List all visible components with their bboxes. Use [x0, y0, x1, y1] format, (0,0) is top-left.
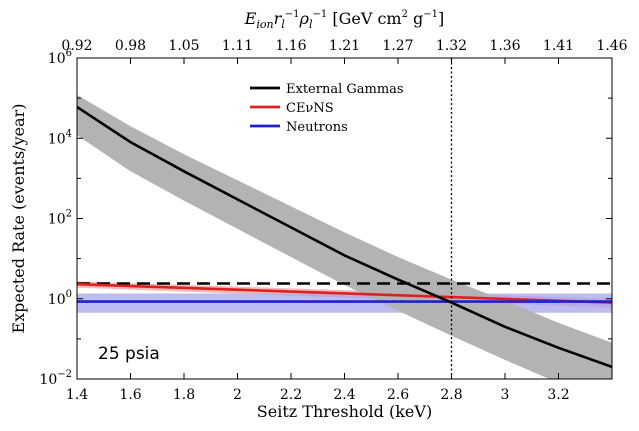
x-tick-label: 2.8	[440, 387, 462, 403]
top-x-tick-label: 1.16	[275, 38, 306, 54]
x-tick-label: 2.6	[387, 387, 409, 403]
x-axis-label: Seitz Threshold (keV)	[257, 402, 432, 421]
label-layer: 1.4 1.6 1.8 2 2.2 2.4 2.6 2.8 3 3.2 0.92 0.98 1.05 1.…	[9, 9, 628, 421]
legend-label-external-gammas: External Gammas	[286, 82, 404, 97]
top-x-tick-label: 1.11	[222, 38, 253, 54]
pressure-annotation: 25 psia	[98, 344, 160, 364]
y-tick-label: 100	[48, 289, 72, 308]
legend-label-ce-ns: CEνNS	[286, 101, 334, 116]
y-tick-label: 106	[48, 48, 72, 67]
top-x-tick-label: 1.05	[168, 38, 199, 54]
line-external-gammas	[77, 105, 612, 369]
x-tick-label: 2	[233, 387, 242, 403]
top-x-tick-label: 1.41	[543, 38, 574, 54]
top-x-tick-label: 0.98	[115, 38, 146, 54]
x-tick-label: 1.6	[119, 387, 141, 403]
x-tick-label: 1.8	[173, 387, 195, 403]
top-x-tick-label: 1.27	[382, 38, 413, 54]
y-tick-label: 10−2	[39, 369, 72, 388]
band-neutrons	[77, 293, 612, 313]
plot-layer	[77, 58, 612, 379]
line-ce-ns	[77, 282, 612, 304]
y-axis-label: Expected Rate (events/year)	[9, 103, 28, 333]
axes-layer	[76, 57, 613, 380]
top-x-tick-label: 1.32	[436, 38, 467, 54]
top-x-tick-label: 1.21	[329, 38, 360, 54]
x-tick-label: 3.2	[547, 387, 569, 403]
legend-label-neutrons: Neutrons	[286, 120, 348, 135]
x-tick-label: 1.4	[66, 387, 88, 403]
x-tick-label: 2.2	[280, 387, 302, 403]
top-x-tick-label: 1.36	[489, 38, 520, 54]
top-x-tick-label: 0.92	[61, 38, 92, 54]
top-x-tick-label: 1.46	[596, 38, 627, 54]
band-external-gammas	[77, 94, 612, 379]
x-tick-label: 2.4	[333, 387, 355, 403]
y-tick-label: 102	[48, 209, 72, 228]
y-tick-label: 104	[48, 128, 72, 147]
top-x-axis-label: Eionrl−1ρl−1 [GeV cm2 g−1]	[244, 9, 445, 31]
x-tick-label: 3	[501, 387, 510, 403]
